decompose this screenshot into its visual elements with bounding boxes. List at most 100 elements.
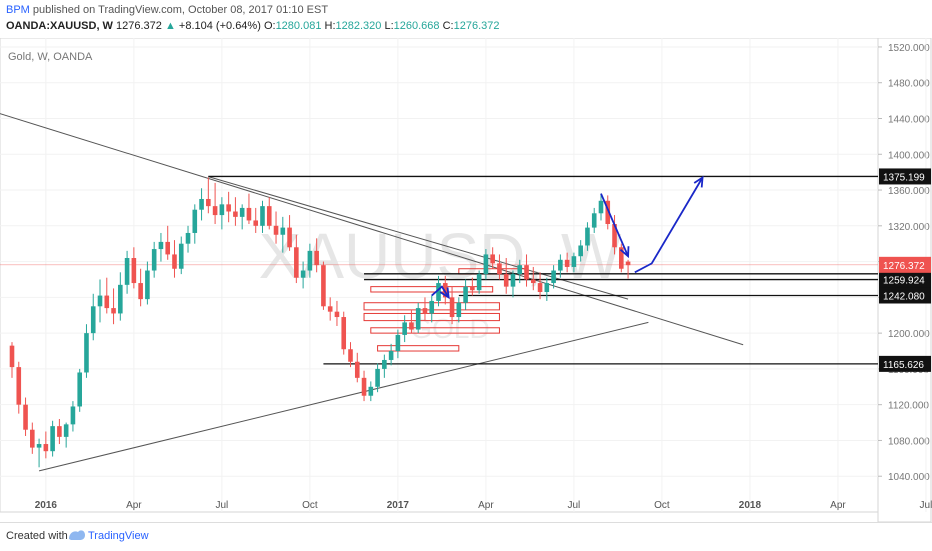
projection-arrow: [600, 193, 629, 257]
zone-box: [370, 286, 494, 293]
candle-body: [178, 243, 184, 269]
candle-body: [341, 317, 347, 350]
candle-body: [422, 308, 428, 314]
candle-body: [409, 322, 414, 330]
low-value: 1260.668: [393, 20, 440, 32]
candle-body: [70, 406, 76, 425]
candle-body: [625, 261, 631, 266]
change-arrow-icon: ▲: [164, 20, 176, 32]
candle-body: [348, 349, 353, 362]
last-price-label-bg: [879, 256, 931, 273]
candle-body: [30, 429, 35, 448]
last-price-label: 1276.372: [883, 261, 925, 272]
candle-body: [449, 297, 455, 318]
candle-body: [517, 265, 523, 275]
zone-box: [377, 345, 460, 352]
candle-body: [280, 227, 286, 235]
x-tick-label: Jul: [568, 500, 581, 511]
candle-body: [503, 274, 509, 287]
candle-body: [429, 300, 435, 314]
candle-body: [436, 283, 441, 301]
candle-body: [510, 274, 516, 287]
watermark-sub: GOLD: [410, 313, 489, 344]
ohlc-line: OANDA:XAUUSD, W 1276.372 ▲ +8.104 (+0.64…: [6, 20, 500, 32]
candle-body: [456, 302, 462, 318]
y-tick-label: 1400.000: [888, 150, 930, 161]
open-value: 1280.081: [275, 20, 322, 32]
tradingview-link[interactable]: TradingView: [88, 530, 149, 542]
x-tick-label: Apr: [126, 500, 142, 511]
candle-body: [361, 377, 367, 396]
candle-body: [483, 254, 489, 275]
candle-body: [442, 283, 448, 298]
tradingview-logo-icon: [69, 530, 85, 540]
candle-body: [266, 206, 272, 226]
arrow-head-icon: [439, 287, 450, 300]
candle-body: [158, 241, 164, 250]
candle-body: [131, 258, 137, 284]
level-label-bg: [879, 168, 931, 185]
candle-body: [104, 295, 110, 309]
last-price: 1276.372: [116, 20, 162, 32]
y-tick-label: 1040.000: [888, 472, 930, 483]
level-label: 1375.199: [883, 172, 925, 183]
candle-body: [212, 206, 218, 216]
chart-header: BPM published on TradingView.com, Octobe…: [0, 0, 932, 38]
x-tick-label: 2017: [387, 500, 410, 511]
candle-body: [490, 254, 495, 264]
candle-body: [571, 256, 577, 267]
level-label: 1242.080: [883, 291, 925, 302]
level-label: 1259.924: [883, 276, 925, 287]
candle-body: [463, 286, 468, 303]
candle-body: [375, 368, 380, 387]
candle-body: [192, 209, 198, 233]
publish-info: published on TradingView.com, October 08…: [29, 4, 329, 16]
candle-body: [321, 265, 326, 307]
candle-body: [334, 311, 340, 318]
candle-body: [530, 279, 536, 284]
y-tick-label: 1320.000: [888, 222, 930, 233]
candle-body: [382, 359, 387, 369]
candle-body: [294, 247, 299, 278]
candle-body: [558, 259, 563, 271]
change-value: +8.104 (+0.64%): [178, 20, 261, 32]
candle-body: [612, 224, 617, 248]
candle-body: [287, 227, 292, 248]
trendline: [38, 321, 649, 472]
candle-body: [145, 270, 150, 300]
footer: Created with TradingView: [0, 522, 932, 551]
candle-body: [605, 200, 611, 225]
x-tick-label: Apr: [478, 500, 494, 511]
candle-body: [206, 198, 211, 207]
candle-body: [97, 295, 103, 307]
candle-body: [151, 249, 157, 271]
candle-body: [578, 245, 583, 257]
y-tick-label: 1360.000: [888, 186, 930, 197]
candle-body: [23, 404, 28, 430]
candle-body: [185, 232, 191, 244]
candle-body: [402, 322, 407, 335]
candle-body: [138, 283, 143, 300]
candle-body: [246, 207, 252, 221]
candle-body: [619, 247, 624, 269]
high-value: 1282.320: [335, 20, 382, 32]
symbol-label: OANDA:XAUUSD, W: [6, 20, 113, 32]
author-link[interactable]: BPM: [6, 4, 30, 16]
candle-body: [199, 198, 204, 210]
level-label-bg: [879, 287, 931, 304]
candle-body: [307, 250, 313, 271]
y-tick-label: 1520.000: [888, 43, 930, 54]
x-tick-label: 2016: [35, 500, 58, 511]
price-chart[interactable]: 1040.0001080.0001120.0001160.0001200.000…: [0, 38, 932, 522]
candle-body: [368, 386, 374, 396]
x-tick-label: Jul: [920, 500, 932, 511]
candle-body: [63, 424, 69, 437]
candle-body: [314, 250, 319, 266]
candle-body: [77, 372, 82, 407]
level-label-bg: [879, 355, 931, 372]
y-tick-label: 1200.000: [888, 329, 930, 340]
y-tick-label: 1080.000: [888, 436, 930, 447]
close-value: 1276.372: [453, 20, 500, 32]
trendline: [208, 176, 629, 300]
candle-body: [300, 270, 306, 278]
